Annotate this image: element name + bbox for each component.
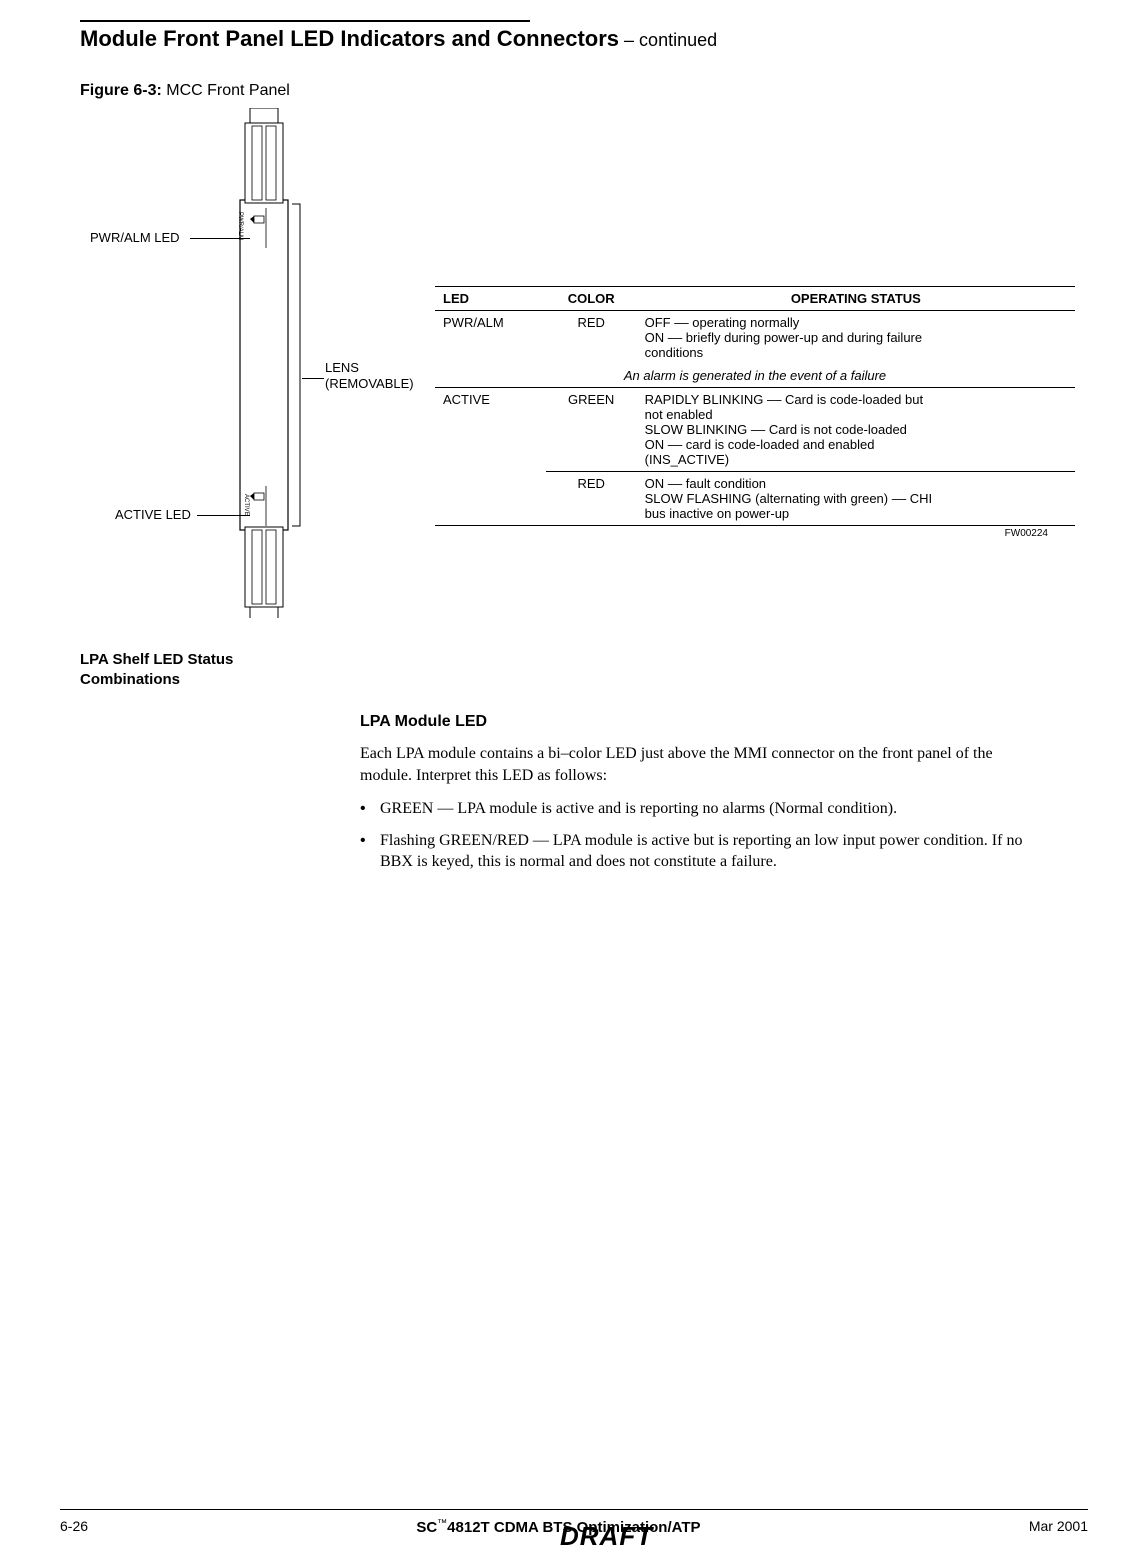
- body-paragraph: Each LPA module contains a bi–color LED …: [360, 743, 1048, 786]
- active-vert-label: ACTIVE: [243, 494, 249, 516]
- pwr-alm-leader-line: [190, 238, 250, 239]
- section-heading: LPA Shelf LED Status Combinations: [80, 650, 1088, 689]
- lens-label-2: (REMOVABLE): [325, 376, 414, 391]
- page-number: 6-26: [60, 1518, 88, 1534]
- title-text: Module Front Panel LED Indicators and Co…: [80, 26, 619, 51]
- r2-status: RAPIDLY BLINKING –– Card is code-loaded …: [637, 388, 1075, 472]
- active-led-label: ACTIVE LED: [115, 507, 191, 522]
- draft-watermark: DRAFT: [560, 1521, 653, 1552]
- pwr-alm-vert-label: PWR/ALM: [237, 212, 243, 240]
- sub-heading: LPA Module LED: [360, 713, 1088, 731]
- footer-date: Mar 2001: [1029, 1518, 1088, 1534]
- mcc-panel-diagram: PWR/ALM ACTIVE: [230, 108, 320, 618]
- tm-symbol: ™: [437, 1518, 447, 1529]
- doc-prefix: SC: [416, 1519, 437, 1536]
- r1-status: OFF –– operating normally ON –– briefly …: [637, 311, 1075, 365]
- alarm-note: An alarm is generated in the event of a …: [435, 364, 1075, 388]
- doc-title: SC™4812T CDMA BTS Optimization/ATP: [88, 1518, 1029, 1536]
- r1-led: PWR/ALM: [435, 311, 546, 365]
- bullet-item-2: Flashing GREEN/RED — LPA module is activ…: [360, 830, 1048, 873]
- lens-label-1: LENS: [325, 360, 359, 375]
- led-status-table: LED COLOR OPERATING STATUS PWR/ALM RED O…: [435, 286, 1075, 526]
- continued-text: – continued: [619, 30, 717, 50]
- figure-text: MCC Front Panel: [162, 82, 290, 99]
- figure-area: PWR/ALM ACTIVE PWR/ALM LED ACTIVE LED LE…: [80, 108, 1088, 638]
- figure-label: Figure 6-3:: [80, 82, 162, 99]
- r3-color: RED: [546, 472, 637, 526]
- th-led: LED: [435, 287, 546, 311]
- bullet-item-1: GREEN — LPA module is active and is repo…: [360, 798, 1048, 820]
- r2-led: ACTIVE: [435, 388, 546, 526]
- r3-status: ON –– fault condition SLOW FLASHING (alt…: [637, 472, 1075, 526]
- lens-leader-line: [302, 378, 324, 379]
- pwr-alm-led-label: PWR/ALM LED: [90, 230, 180, 245]
- fw-label: FW00224: [1005, 528, 1048, 539]
- r1-color: RED: [546, 311, 637, 365]
- page-title: Module Front Panel LED Indicators and Co…: [80, 26, 1088, 52]
- th-status: OPERATING STATUS: [637, 287, 1075, 311]
- lens-label: LENS (REMOVABLE): [325, 360, 414, 391]
- bullet-list: GREEN — LPA module is active and is repo…: [360, 798, 1048, 873]
- r2-color: GREEN: [546, 388, 637, 472]
- figure-caption: Figure 6-3: MCC Front Panel: [80, 82, 1088, 100]
- th-color: COLOR: [546, 287, 637, 311]
- active-leader-line: [197, 515, 250, 516]
